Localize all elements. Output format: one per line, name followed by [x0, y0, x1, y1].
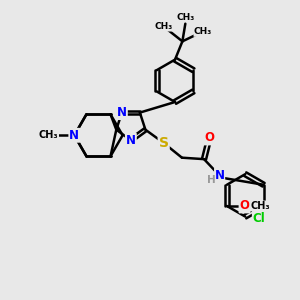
- Text: CH₃: CH₃: [39, 130, 58, 140]
- Text: N: N: [69, 129, 79, 142]
- Text: N: N: [214, 169, 225, 182]
- Text: CH₃: CH₃: [194, 27, 212, 36]
- Text: Cl: Cl: [253, 212, 266, 225]
- Text: CH₃: CH₃: [176, 13, 194, 22]
- Text: O: O: [204, 131, 214, 144]
- Text: CH₃: CH₃: [250, 201, 270, 211]
- Text: N: N: [117, 106, 127, 119]
- Text: H: H: [207, 175, 216, 185]
- Text: N: N: [126, 134, 136, 147]
- Text: O: O: [239, 200, 250, 212]
- Text: CH₃: CH₃: [154, 22, 172, 31]
- Text: S: S: [159, 136, 169, 150]
